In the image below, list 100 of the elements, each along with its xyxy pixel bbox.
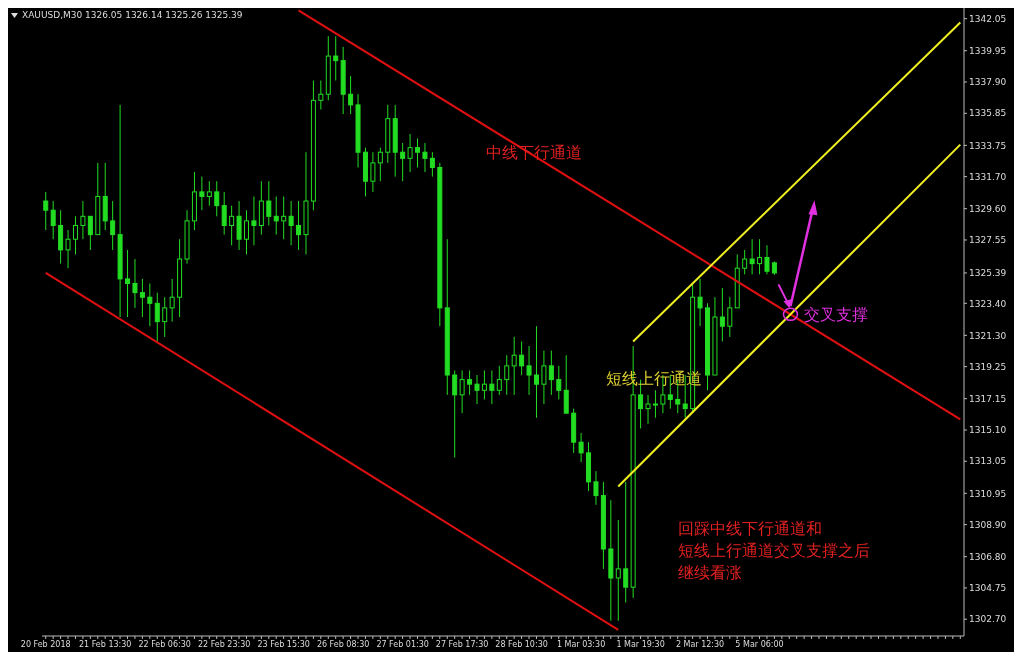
candlestick [333,35,339,81]
candlestick [652,389,658,419]
y-tick-label: 1333.75 [969,140,1007,151]
x-tick-label: 2 Mar 12:30 [675,639,725,649]
y-tick-label: 1331.70 [969,171,1007,182]
candlestick [125,249,131,318]
candlestick [132,258,138,309]
candlestick [281,195,287,240]
y-tick-label: 1315.10 [969,425,1007,436]
y-tick-label: 1310.95 [969,488,1007,499]
candlestick [147,282,153,327]
candlestick [288,200,294,246]
candlestick [377,147,383,182]
candlestick [43,191,49,231]
candlestick [244,209,249,255]
candlestick [533,325,539,419]
candlestick [236,200,242,251]
y-tick-label: 1342.05 [969,13,1007,24]
candlestick [623,481,629,603]
x-tick-label: 1 Mar 19:30 [616,639,665,649]
x-tick-label: 22 Feb 23:30 [197,639,251,649]
candlestick [296,200,302,251]
candlestick [615,519,621,622]
candlestick [697,278,703,327]
candlestick [110,200,116,251]
candlestick [727,296,733,338]
x-tick-label: 22 Feb 06:30 [138,639,191,649]
candlestick [459,369,465,414]
annotation: 继续看涨 [678,563,742,582]
candlestick [318,79,324,110]
candlestick [764,244,770,275]
x-tick-label: 5 Mar 06:00 [735,639,784,649]
y-tick-label: 1323.40 [969,298,1007,309]
candlestick [511,336,517,396]
candlestick [519,340,525,376]
candlestick [400,142,406,182]
chart-title: XAUUSD,M30 1326.05 1326.14 1325.26 1325.39 [22,10,243,20]
x-tick-label: 27 Feb 17:30 [435,639,489,649]
x-tick-label: 28 Feb 10:30 [495,639,548,649]
candlestick [169,278,175,323]
candlestick [87,215,93,251]
y-tick-label: 1325.39 [969,268,1007,279]
x-tick-label: 1 Mar 03:30 [556,639,606,649]
candlestick [749,238,755,275]
candlestick [757,238,763,275]
candlestick [548,350,554,396]
candlestick [496,365,502,396]
candlestick [199,176,205,211]
candlestick [504,354,510,396]
candlestick [593,470,599,506]
annotation: 短线上行通道交叉支撑之后 [678,541,870,560]
candlestick [154,292,160,342]
candlestick [452,369,458,458]
candlestick [742,249,748,275]
x-tick-label: 23 Feb 15:30 [257,639,310,649]
candlestick [50,200,56,240]
candlestick [80,200,86,240]
candlestick [415,137,421,168]
x-tick-label: 20 Feb 2018 [20,639,71,649]
candlestick [221,191,227,236]
candlestick [370,151,376,193]
candlestick [526,345,532,396]
candlestick [273,195,279,236]
candlestick [65,229,71,269]
y-tick-label: 1335.85 [969,108,1007,119]
candlestick [541,350,547,405]
candlestick [474,374,480,405]
y-tick-label: 1313.05 [969,456,1007,467]
candlestick [229,205,235,246]
y-tick-label: 1306.80 [969,551,1007,562]
y-tick-label: 1339.95 [969,45,1007,56]
x-tick-label: 26 Feb 08:30 [316,639,370,649]
y-tick-label: 1302.70 [969,614,1007,625]
candlestick [206,180,212,207]
y-tick-label: 1337.90 [969,77,1007,88]
x-tick-label: 21 Feb 13:30 [78,639,132,649]
y-tick-label: 1308.90 [969,519,1007,530]
y-tick-label: 1317.15 [969,393,1007,404]
candlestick [578,432,584,463]
candlestick [407,133,413,173]
candlestick [251,195,257,246]
candlestick [556,365,562,400]
candlestick [467,369,473,396]
candlestick [422,142,428,173]
candlestick [719,287,725,342]
candlestick [563,354,569,414]
candlestick [214,180,220,217]
candlestick [481,369,487,400]
annotation: 回踩中线下行通道和 [678,519,822,538]
candlestick [429,151,435,178]
candlestick [266,180,272,226]
candlestick [489,369,495,405]
candlestick [139,278,145,318]
candlestick [645,394,651,425]
y-tick-label: 1321.30 [969,330,1007,341]
annotation: 交叉支撑 [804,305,869,325]
y-tick-label: 1329.60 [969,203,1007,214]
y-tick-label: 1304.75 [969,583,1007,594]
x-tick-label: 27 Feb 01:30 [376,639,429,649]
y-tick-label: 1319.25 [969,361,1007,372]
